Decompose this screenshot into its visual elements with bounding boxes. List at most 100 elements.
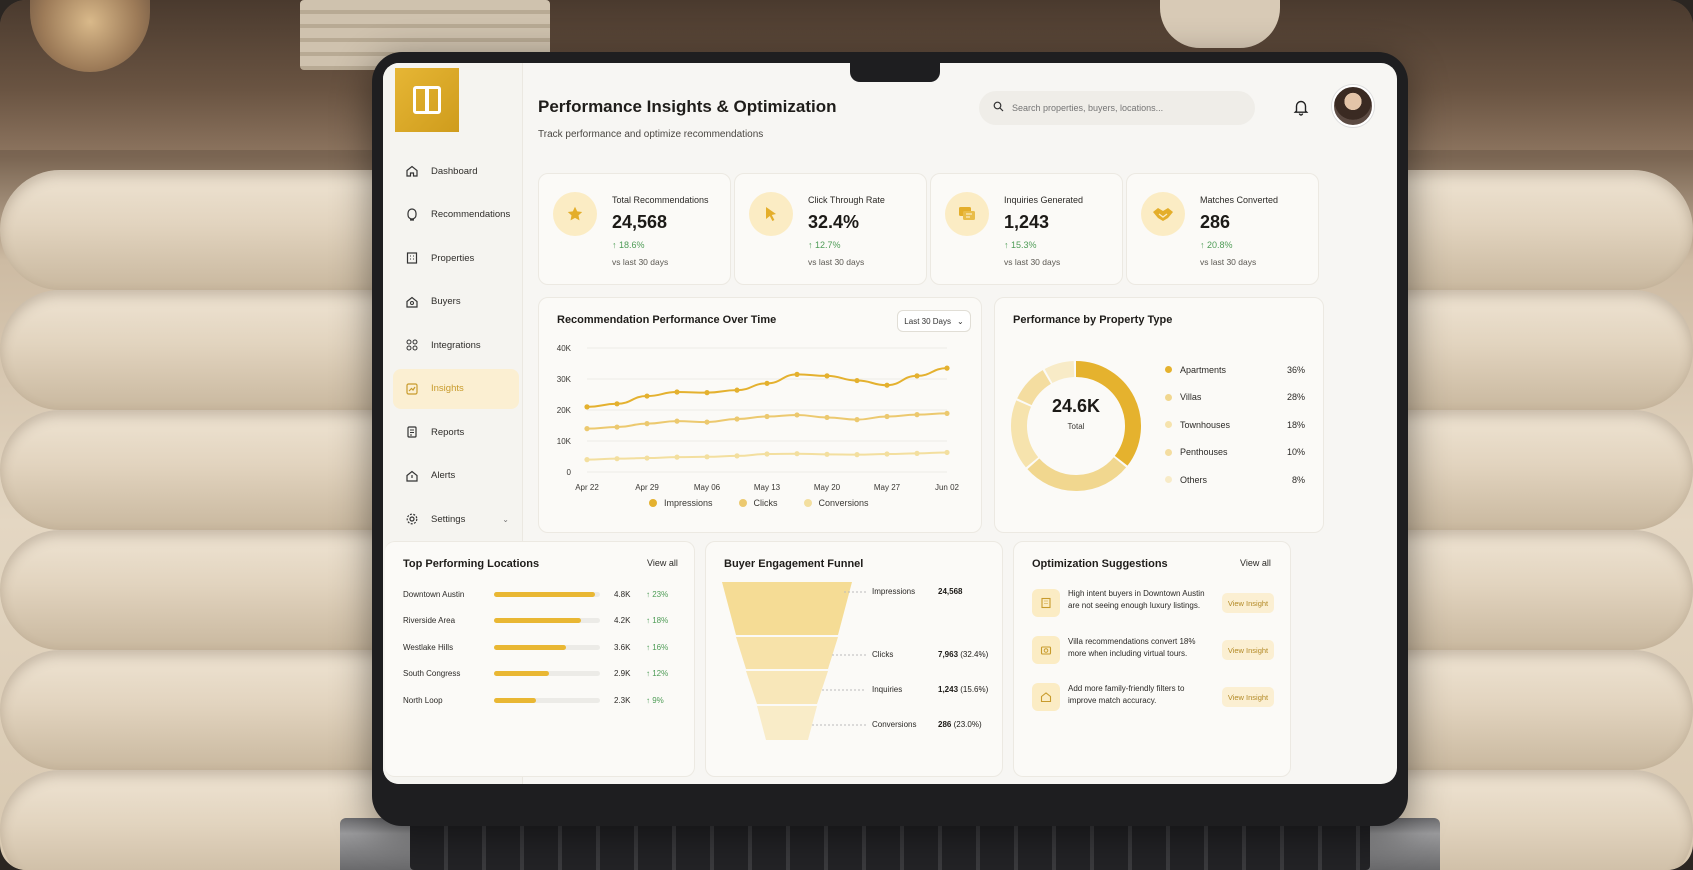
- view-all-link[interactable]: View all: [647, 558, 678, 568]
- chart-title: Performance by Property Type: [1013, 314, 1173, 326]
- location-row[interactable]: North Loop 2.3K ↑ 9%: [403, 692, 693, 708]
- data-point: [884, 451, 890, 457]
- donut-slice-others: [1044, 361, 1075, 384]
- chart-title: Recommendation Performance Over Time: [557, 314, 777, 326]
- date-range-dropdown[interactable]: Last 30 Days ⌄: [897, 310, 971, 332]
- data-point: [614, 456, 620, 462]
- legend-item[interactable]: Clicks: [738, 498, 778, 508]
- alert-icon: [405, 469, 419, 483]
- data-point: [614, 424, 620, 430]
- funnel-pct: (15.6%): [960, 685, 989, 694]
- avatar[interactable]: [1332, 85, 1374, 127]
- property-type-card: Performance by Property Type 24.6K Total…: [994, 297, 1324, 533]
- location-bar: [494, 591, 600, 597]
- location-row[interactable]: South Congress 2.9K ↑ 12%: [403, 665, 693, 681]
- location-value: 2.3K: [614, 695, 631, 705]
- data-point: [824, 414, 830, 421]
- home-icon: [1032, 683, 1060, 711]
- view-all-link[interactable]: View all: [1240, 558, 1271, 568]
- bell-icon[interactable]: [1292, 98, 1310, 116]
- app-screen: Dashboard Recommendations Properties Buy…: [383, 63, 1397, 784]
- legend-label: Apartments: [1180, 364, 1227, 375]
- data-point: [734, 453, 740, 459]
- sidebar-item-label: Properties: [431, 252, 475, 264]
- legend-item[interactable]: Townhouses 18%: [1165, 411, 1305, 439]
- location-change: ↑ 9%: [646, 695, 664, 705]
- legend-item[interactable]: Penthouses 10%: [1165, 439, 1305, 467]
- search-input[interactable]: [1012, 103, 1232, 113]
- legend-value: 10%: [1286, 447, 1305, 458]
- sidebar-item-buyers[interactable]: Buyers: [393, 282, 519, 322]
- legend-item[interactable]: Impressions: [649, 498, 713, 508]
- sidebar-item-settings[interactable]: Settings ⌄: [393, 499, 519, 539]
- funnel-label: Conversions: [872, 720, 917, 729]
- data-point: [944, 410, 950, 417]
- location-bar: [494, 617, 600, 623]
- location-value: 3.6K: [614, 642, 631, 652]
- legend-label: Villas: [1180, 392, 1202, 403]
- kpi-label: Inquiries Generated: [1004, 195, 1084, 205]
- view-insight-button[interactable]: View Insight: [1222, 593, 1274, 613]
- location-bar-fill: [494, 644, 567, 650]
- x-tick-label: Jun 02: [935, 483, 960, 492]
- kpi-label: Matches Converted: [1200, 195, 1279, 205]
- location-change: ↑ 23%: [646, 589, 669, 599]
- kpi-period: vs last 30 days: [1200, 257, 1257, 267]
- data-point: [854, 377, 860, 384]
- data-point: [884, 382, 890, 388]
- funnel-count: 7,963: [938, 650, 959, 659]
- data-point: [914, 412, 920, 418]
- location-row[interactable]: Riverside Area 4.2K ↑ 18%: [403, 612, 693, 628]
- card-title: Optimization Suggestions: [1032, 558, 1168, 570]
- location-row[interactable]: Downtown Austin 4.8K ↑ 23%: [403, 586, 693, 602]
- sidebar-item-properties[interactable]: Properties: [393, 238, 519, 278]
- location-row[interactable]: Westlake Hills 3.6K ↑ 16%: [403, 639, 693, 655]
- dropdown-label: Last 30 Days: [904, 316, 951, 326]
- chevron-down-icon[interactable]: ⌄: [502, 514, 509, 524]
- data-point: [794, 412, 800, 418]
- kpi-period: vs last 30 days: [808, 257, 865, 267]
- legend-item[interactable]: Villas 28%: [1165, 384, 1305, 412]
- location-name: Westlake Hills: [403, 642, 454, 652]
- sidebar-item-alerts[interactable]: Alerts: [393, 456, 519, 496]
- sidebar-item-reports[interactable]: Reports: [393, 412, 519, 452]
- sidebar-item-dashboard[interactable]: Dashboard: [393, 151, 519, 191]
- funnel-count: 24,568: [938, 587, 963, 596]
- camera-icon: [1032, 636, 1060, 664]
- funnel-value: 7,963 (32.4%): [938, 650, 988, 659]
- y-tick-label: 40K: [557, 344, 572, 353]
- sidebar-item-label: Settings: [431, 513, 466, 525]
- location-change: ↑ 18%: [646, 615, 669, 625]
- sidebar-item-integrations[interactable]: Integrations: [393, 325, 519, 365]
- kpi-label: Click Through Rate: [808, 195, 885, 205]
- sidebar-item-insights[interactable]: Insights: [393, 368, 519, 409]
- funnel-count: 1,243: [938, 685, 959, 694]
- suggestion-text: Villa recommendations convert 18% more w…: [1068, 637, 1196, 658]
- legend-item[interactable]: Apartments 36%: [1165, 356, 1305, 384]
- data-point: [764, 451, 770, 457]
- laptop-keyboard: [410, 822, 1370, 870]
- funnel-value: 24,568: [938, 587, 962, 596]
- legend-label: Townhouses: [1180, 419, 1231, 430]
- funnel-value: 286 (23.0%): [938, 720, 982, 729]
- y-tick-label: 0: [567, 468, 572, 477]
- funnel-label: Clicks: [872, 650, 894, 659]
- data-point: [914, 373, 920, 379]
- sidebar-item-label: Alerts: [431, 470, 456, 481]
- background-vase: [1160, 0, 1280, 48]
- data-point: [764, 380, 770, 386]
- view-insight-button[interactable]: View Insight: [1222, 640, 1274, 660]
- view-insight-button[interactable]: View Insight: [1222, 687, 1274, 707]
- legend-item[interactable]: Others 8%: [1165, 466, 1305, 494]
- kpi-period: vs last 30 days: [1004, 257, 1061, 267]
- location-change: ↑ 12%: [646, 668, 669, 678]
- legend-item[interactable]: Conversions: [803, 498, 869, 508]
- sidebar-item-recommendations[interactable]: Recommendations: [393, 195, 519, 235]
- locations-card: Top Performing Locations View all Downto…: [385, 541, 695, 777]
- card-title: Buyer Engagement Funnel: [724, 558, 864, 570]
- funnel-value: 1,243 (15.6%): [938, 685, 988, 694]
- location-bar-fill: [494, 591, 595, 597]
- chart-legend: Impressions Clicks Conversions: [649, 498, 869, 508]
- app-logo[interactable]: [395, 68, 459, 132]
- search-icon: [993, 99, 1004, 117]
